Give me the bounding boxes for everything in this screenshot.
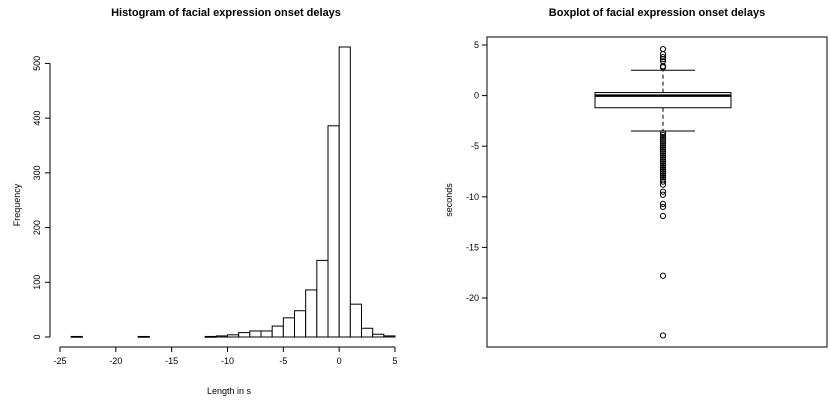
histogram-bar (271, 325, 284, 338)
boxplot-outlier-point (659, 133, 667, 141)
histogram-y-axis: 0 100 200 300 400 500 (32, 56, 51, 340)
boxplot-outlier-point (659, 170, 667, 177)
histogram-bar (137, 335, 150, 338)
histogram-bar (294, 310, 307, 338)
histogram-bar (383, 335, 396, 338)
boxplot-outlier-point (659, 56, 667, 63)
boxplot-title: Boxplot of facial expression onset delay… (549, 7, 765, 19)
boxplot-outlier-point (659, 150, 667, 157)
histogram-y-tick-label: 400 (32, 111, 42, 126)
histogram-y-tick-label: 0 (32, 334, 42, 339)
boxplot-y-tick-label: -5 (471, 141, 479, 151)
boxplot-outlier-point (659, 164, 667, 171)
boxplot-y-label: seconds (444, 183, 454, 217)
boxplot-outlier-point (659, 162, 667, 169)
histogram-bar (338, 46, 351, 338)
histogram-bar (327, 125, 340, 338)
histogram-x-tick-label: -10 (221, 356, 234, 366)
boxplot-outlier-point (659, 172, 667, 179)
histogram-bar (70, 335, 83, 338)
boxplot-outlier-point (659, 174, 667, 181)
boxplot-outlier-point (659, 144, 667, 151)
histogram-y-label: Frequency (12, 183, 22, 226)
histogram-x-tick-label: -25 (53, 356, 66, 366)
boxplot-outlier-point (659, 129, 667, 137)
boxplot-y-tick-label: -20 (466, 293, 479, 303)
boxplot-outlier-point (659, 54, 667, 61)
histogram-y-tick-label: 100 (32, 275, 42, 290)
boxplot-outlier-point (659, 332, 667, 339)
boxplot-outlier-point (659, 181, 667, 188)
boxplot-outlier-point (659, 64, 667, 71)
boxplot-panel: Boxplot of facial expression onset delay… (444, 7, 828, 348)
histogram-x-tick-label: 0 (337, 356, 342, 366)
histogram-bar (215, 335, 228, 338)
histogram-bar (238, 332, 251, 338)
boxplot-outlier-point (659, 158, 667, 165)
boxplot-y-tick-label: 0 (474, 91, 479, 101)
boxplot-outlier-point (659, 131, 667, 139)
histogram-bar (349, 303, 363, 338)
histogram-title: Histogram of facial expression onset del… (111, 7, 341, 19)
boxplot-outlier-point (659, 138, 667, 145)
boxplot-outlier-point (659, 178, 667, 185)
boxplot-frame (486, 36, 828, 348)
boxplot-outlier-point (659, 188, 667, 195)
boxplot-outlier-point (659, 148, 667, 155)
histogram-bar (361, 327, 374, 338)
boxplot-y-tick-label: -10 (466, 192, 479, 202)
histogram-bar (227, 334, 240, 338)
histogram-bar (249, 330, 262, 338)
histogram-x-tick-label: 5 (392, 356, 397, 366)
histogram-bar (316, 259, 329, 338)
histogram-bar (305, 289, 318, 338)
boxplot-outlier-point (659, 200, 667, 207)
boxplot-outlier-point (659, 212, 667, 220)
boxplot-outlier-point (659, 191, 667, 198)
boxplot-outlier-point (659, 203, 667, 211)
boxplot-outlier-point (659, 166, 667, 173)
boxplot-outlier-point (659, 136, 667, 143)
histogram-bars (70, 46, 396, 338)
histogram-x-tick-label: -5 (279, 356, 287, 366)
boxplot-outlier-point (659, 154, 667, 161)
histogram-bar (260, 330, 273, 338)
boxplot-y-axis: 5 0 -5 -10 -15 -20 (466, 40, 487, 303)
boxplot-outlier-point (659, 140, 667, 147)
boxplot-outlier-point (659, 168, 667, 175)
boxplot-outliers (659, 45, 667, 339)
boxplot-outlier-point (659, 152, 667, 159)
histogram-bar (204, 335, 217, 338)
boxplot-y-tick-label: 5 (474, 40, 479, 50)
histogram-bar (282, 317, 296, 338)
histogram-panel: Histogram of facial expression onset del… (12, 7, 398, 396)
boxplot-outlier-point (659, 272, 667, 279)
histogram-x-label: Length in s (207, 386, 252, 396)
histogram-y-tick-label: 200 (32, 220, 42, 235)
histogram-x-axis: -25 -20 -15 -10 -5 0 5 (53, 346, 398, 366)
histogram-y-tick-label: 300 (32, 165, 42, 180)
boxplot-box (594, 69, 732, 132)
boxplot-outlier-point (659, 45, 667, 53)
histogram-bar (372, 333, 385, 338)
histogram-x-tick-label: -15 (165, 356, 178, 366)
histogram-x-tick-label: -20 (109, 356, 122, 366)
boxplot-outlier-point (659, 156, 667, 163)
boxplot-y-tick-label: -15 (466, 242, 479, 252)
histogram-y-tick-label: 500 (32, 56, 42, 71)
boxplot-outlier-point (659, 146, 667, 153)
boxplot-outlier-point (659, 142, 667, 149)
boxplot-outlier-point (659, 160, 667, 167)
